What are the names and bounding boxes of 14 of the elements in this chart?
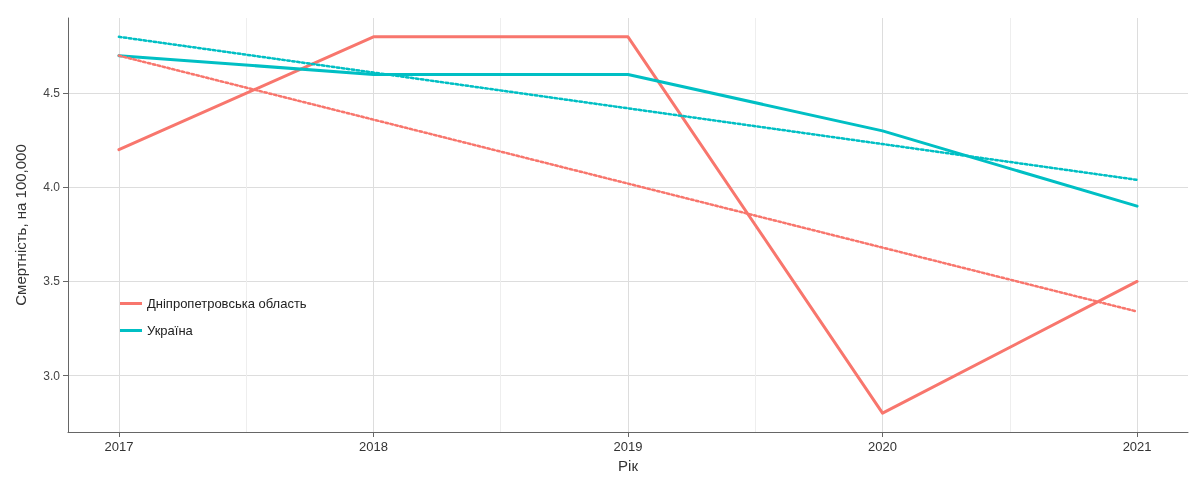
y-tick-label: 4.5 bbox=[43, 86, 61, 101]
x-tick-label: 2021 bbox=[1122, 439, 1152, 454]
x-tick-label: 2019 bbox=[613, 439, 643, 454]
legend-label: Україна bbox=[147, 323, 194, 338]
y-tick-label: 3.0 bbox=[43, 368, 61, 383]
x-axis-title: Рік bbox=[618, 457, 639, 474]
x-tick-label: 2018 bbox=[358, 439, 388, 454]
legend-label: Дніпропетровська область bbox=[147, 296, 307, 311]
y-tick-label: 4.0 bbox=[43, 180, 61, 195]
line-series bbox=[117, 35, 1139, 415]
y-tick-label: 3.5 bbox=[43, 274, 61, 289]
x-tick-label: 2020 bbox=[868, 439, 898, 454]
y-axis-title: Смертність, на 100,000 bbox=[12, 144, 29, 306]
x-tick-label: 2017 bbox=[104, 439, 134, 454]
